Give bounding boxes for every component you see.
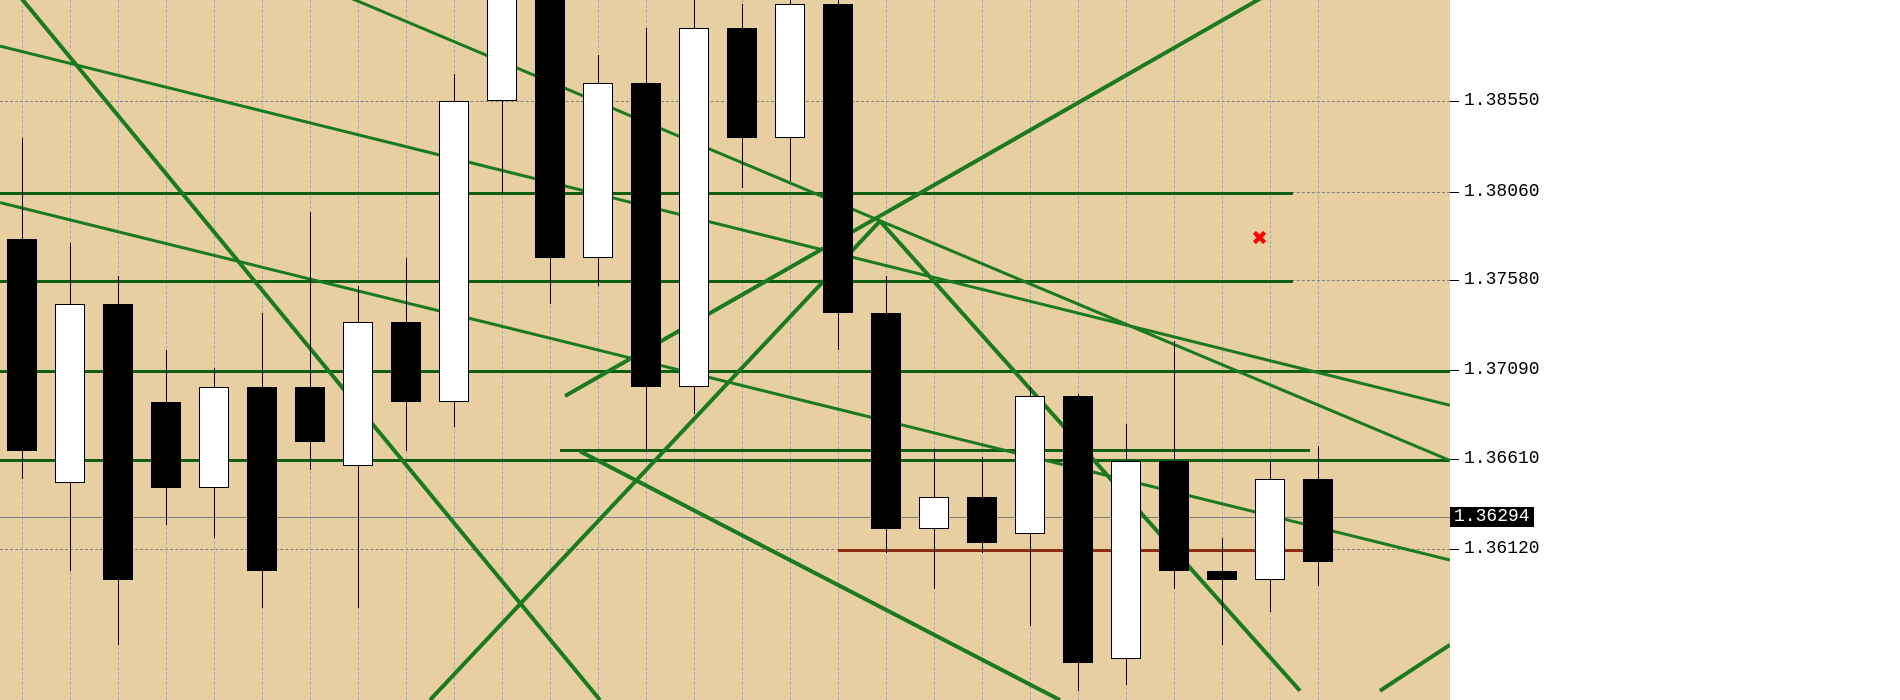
candle-down bbox=[103, 304, 133, 580]
candle-up bbox=[199, 387, 229, 488]
candle-down bbox=[295, 387, 325, 442]
candle-up bbox=[487, 0, 517, 101]
candle-down bbox=[535, 0, 565, 258]
candle-up bbox=[1111, 461, 1141, 660]
chart-plot[interactable]: ✖ bbox=[0, 0, 1451, 700]
axis-label: 1.37580 bbox=[1464, 270, 1540, 290]
axis-tick bbox=[1450, 192, 1459, 193]
candle-down bbox=[151, 402, 181, 489]
trendline-diag bbox=[1380, 645, 1450, 691]
candle-up bbox=[679, 28, 709, 387]
candle-up bbox=[775, 4, 805, 138]
candle-down bbox=[631, 83, 661, 387]
candle-down bbox=[1303, 479, 1333, 562]
candle-up bbox=[439, 101, 469, 401]
axis-tick bbox=[1450, 549, 1459, 550]
axis-label: 1.38060 bbox=[1464, 182, 1540, 202]
candle-up bbox=[1015, 396, 1045, 534]
candle-up bbox=[919, 497, 949, 528]
candle-down bbox=[247, 387, 277, 571]
trendline-diag bbox=[0, 203, 1450, 560]
candle-down bbox=[7, 239, 37, 451]
trendline-diag bbox=[0, 46, 1450, 405]
axis-tick bbox=[1450, 370, 1459, 371]
candle-wick bbox=[1222, 538, 1223, 645]
candle-down bbox=[823, 4, 853, 313]
candle-down bbox=[967, 497, 997, 543]
trendlines-layer bbox=[0, 0, 1450, 700]
axis-tick bbox=[1450, 459, 1459, 460]
candle-down bbox=[871, 313, 901, 529]
trendline-diag bbox=[565, 0, 1290, 396]
candle-down bbox=[727, 28, 757, 139]
candlestick-chart[interactable]: ✖ 1.385501.380601.375801.370901.366101.3… bbox=[0, 0, 1900, 700]
axis-tick bbox=[1450, 101, 1459, 102]
trendline-diag bbox=[0, 0, 600, 700]
axis-label: 1.37090 bbox=[1464, 360, 1540, 380]
candle-down bbox=[1063, 396, 1093, 663]
current-price-label: 1.36294 bbox=[1450, 507, 1534, 527]
axis-label: 1.36610 bbox=[1464, 449, 1540, 469]
trendline-diag bbox=[580, 451, 1060, 700]
axis-tick bbox=[1450, 280, 1459, 281]
y-axis: 1.38550 1.38060 1.37580 1.37090 1.36610 1.361… bbox=[1450, 0, 1550, 700]
candle-down bbox=[1207, 571, 1237, 580]
candle-down bbox=[391, 322, 421, 401]
candle-up bbox=[55, 304, 85, 483]
candle-up bbox=[343, 322, 373, 466]
candle-down bbox=[1159, 461, 1189, 572]
candle-up bbox=[1255, 479, 1285, 580]
axis-label: 1.38550 bbox=[1464, 91, 1540, 111]
axis-label: 1.36120 bbox=[1464, 539, 1540, 559]
candle-up bbox=[583, 83, 613, 258]
